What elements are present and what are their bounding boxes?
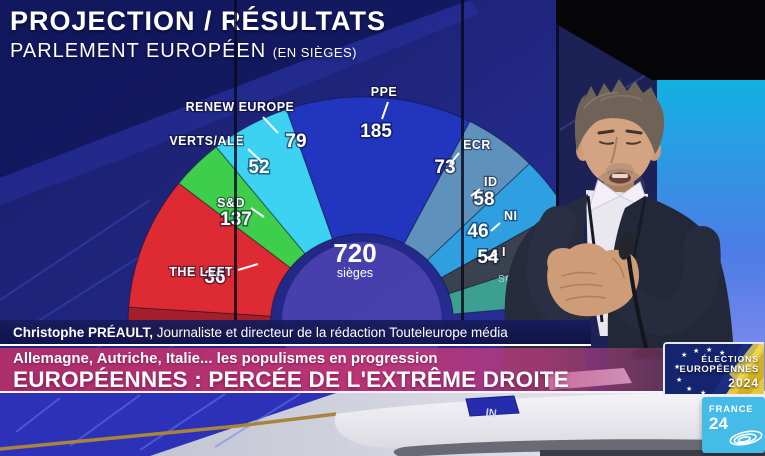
segment-value-7: 46 bbox=[467, 221, 488, 242]
studio-floor-desk: NI bbox=[0, 368, 765, 456]
segment-leader-line-2 bbox=[247, 148, 263, 163]
segment-leader-line-7 bbox=[490, 222, 501, 232]
elections-badge: ★ ★ ★ ★ ★ ★ ★ ★ ÉLECTIONS EUROPÉENNES 2024 bbox=[663, 342, 764, 394]
anchor-desk bbox=[334, 391, 765, 448]
segment-leader-line-6 bbox=[470, 188, 481, 197]
title-block: PROJECTION / RÉSULTATS PARLEMENT EUROPÉE… bbox=[10, 6, 386, 63]
badge-year: 2024 bbox=[728, 376, 759, 390]
segment-label-6: ID bbox=[484, 175, 498, 189]
segment-label-7: NI bbox=[504, 209, 518, 223]
channel-logo-swirl bbox=[729, 430, 763, 446]
svg-text:★: ★ bbox=[700, 389, 706, 394]
headline-banner: Allemagne, Autriche, Italie... les popul… bbox=[0, 348, 663, 393]
eu-stars: ★★ ★ ★★★ ★★ bbox=[674, 346, 725, 394]
subtitle-note: (EN SIÈGES) bbox=[272, 45, 358, 60]
speaker-role: Journaliste et directeur de la rédaction… bbox=[153, 325, 508, 340]
svg-text:★: ★ bbox=[681, 351, 687, 359]
segment-label-1: S&D bbox=[217, 196, 245, 210]
presenter-right-arm bbox=[614, 226, 721, 336]
segment-leader-line-5 bbox=[449, 152, 460, 165]
segment-value-0: 36 bbox=[204, 267, 225, 288]
channel-logo-number: 24 bbox=[709, 414, 728, 433]
desk-front-edge bbox=[393, 439, 765, 456]
desk-cube bbox=[465, 395, 520, 417]
total-seats-unit: sièges bbox=[337, 266, 373, 280]
subtitle-text: PARLEMENT EUROPÉEN bbox=[10, 40, 267, 62]
ceiling-panel bbox=[556, 0, 765, 80]
segment-label-4: PPE bbox=[371, 85, 398, 99]
svg-text:★: ★ bbox=[674, 363, 680, 371]
segment-leader-line-8 bbox=[486, 253, 498, 259]
badge-graphic: ★★ ★ ★★★ ★★ bbox=[665, 344, 764, 394]
svg-text:★: ★ bbox=[686, 385, 692, 393]
segment-leader-line-1 bbox=[250, 207, 265, 218]
total-seats-value: 720 bbox=[333, 238, 376, 268]
page-subtitle: PARLEMENT EUROPÉEN (EN SIÈGES) bbox=[10, 40, 386, 63]
channel-logo-name: FRANCE bbox=[709, 404, 754, 415]
segment-value-3: 79 bbox=[285, 131, 306, 152]
hemicycle-segment-1 bbox=[128, 182, 292, 317]
badge-line1: ÉLECTIONS bbox=[701, 354, 759, 364]
segment-value-6: 58 bbox=[473, 189, 494, 210]
page-title: PROJECTION / RÉSULTATS bbox=[10, 6, 387, 36]
desk-cube-text: NI bbox=[485, 405, 497, 418]
segment-leader-line-3 bbox=[262, 116, 279, 134]
segment-leader-line-4 bbox=[381, 101, 389, 120]
segment-label-5: ECR bbox=[463, 138, 491, 152]
svg-text:★: ★ bbox=[719, 349, 725, 357]
hemicycle-segment-4 bbox=[285, 96, 471, 245]
segment-label-0: THE LEFT bbox=[169, 265, 233, 279]
channel-logo: FRANCE 24 bbox=[702, 397, 765, 453]
speaker-name: Christophe PRÉAULT, bbox=[13, 325, 154, 340]
hemicycle-segment-5 bbox=[403, 120, 531, 261]
svg-text:★: ★ bbox=[676, 376, 682, 384]
segment-label-8: I bbox=[502, 245, 506, 259]
svg-text:★: ★ bbox=[693, 347, 699, 355]
svg-text:★: ★ bbox=[706, 346, 712, 354]
speaker-strap: Christophe PRÉAULT, Journaliste et direc… bbox=[0, 320, 591, 346]
screen-seam-right bbox=[461, 0, 464, 321]
segment-label-2: VERTS/ALE bbox=[169, 134, 244, 148]
hemicycle-segment-3 bbox=[215, 108, 334, 255]
headline-text: EUROPÉENNES : PERCÉE DE L'EXTRÊME DROITE bbox=[13, 367, 569, 392]
kicker-text: Allemagne, Autriche, Italie... les popul… bbox=[13, 350, 438, 367]
badge-line2: EUROPÉENNES bbox=[679, 364, 759, 375]
segment-label-3: RENEW EUROPE bbox=[186, 100, 295, 114]
screen-seam-left bbox=[234, 0, 237, 321]
segment-leader-line-0 bbox=[237, 263, 259, 271]
segment-value-4: 185 bbox=[360, 121, 392, 142]
baseboard-trim bbox=[0, 412, 337, 451]
